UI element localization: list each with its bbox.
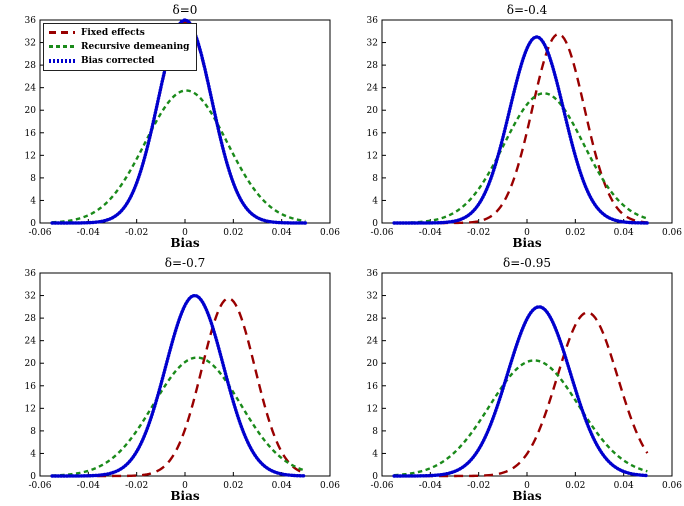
plot-delta-neg04: δ=-0.4 -0.06 -0.04 -0.02 0 0.02 0.04 0.06 0 4 8 12… [342,0,684,253]
svg-text:0: 0 [30,472,36,482]
svg-text:24: 24 [25,84,37,94]
svg-text:12: 12 [25,151,36,161]
plot-canvas-delta-neg04: -0.06 -0.04 -0.02 0 0.02 0.04 0.06 0 4 8 12 16 20 24 2… [367,16,683,238]
svg-text:0.04: 0.04 [272,228,292,238]
svg-text:-0.04: -0.04 [419,481,442,491]
svg-text:-0.04: -0.04 [419,228,442,238]
svg-text:8: 8 [30,174,36,184]
svg-text:0.02: 0.02 [223,481,243,491]
svg-text:20: 20 [25,106,37,116]
x-axis-label-delta-neg095: Bias [512,489,542,503]
svg-text:0.02: 0.02 [223,228,243,238]
svg-text:16: 16 [367,382,379,392]
svg-text:0.06: 0.06 [662,228,682,238]
svg-text:16: 16 [25,129,37,139]
svg-text:28: 28 [367,314,379,324]
svg-text:8: 8 [372,427,378,437]
svg-text:32: 32 [367,292,378,302]
svg-text:36: 36 [367,269,379,279]
svg-text:0: 0 [524,481,530,491]
svg-text:12: 12 [367,404,378,414]
svg-text:36: 36 [367,16,379,26]
svg-text:4: 4 [30,196,36,206]
svg-text:4: 4 [30,449,36,459]
svg-text:0.04: 0.04 [614,228,634,238]
plot-canvas-delta-neg07: -0.06 -0.04 -0.02 0 0.02 0.04 0.06 0 4 8 12 16 20 24 2… [25,269,341,491]
svg-text:0.02: 0.02 [565,228,585,238]
svg-text:0: 0 [182,228,188,238]
plot-title-delta-neg04: δ=-0.4 [506,3,548,17]
svg-text:-0.02: -0.02 [467,481,490,491]
svg-text:36: 36 [25,16,37,26]
svg-text:32: 32 [367,39,378,49]
svg-text:0: 0 [30,219,36,229]
legend-line-fixed-effects [49,31,75,34]
svg-text:0.04: 0.04 [614,481,634,491]
svg-text:-0.04: -0.04 [77,481,100,491]
svg-text:8: 8 [30,427,36,437]
svg-text:0.02: 0.02 [565,481,585,491]
svg-text:0: 0 [182,481,188,491]
svg-text:8: 8 [372,174,378,184]
svg-text:-0.06: -0.06 [370,228,393,238]
plot-delta-neg07: δ=-0.7 -0.06 -0.04 -0.02 0 0.02 0.04 0.06 0 4 8 12… [0,253,342,506]
svg-text:28: 28 [25,61,37,71]
x-axis-label-delta-0: Bias [170,236,200,250]
svg-text:16: 16 [25,382,37,392]
legend-label-bias-corrected: Bias corrected [81,55,155,66]
svg-text:0.04: 0.04 [272,481,292,491]
svg-text:-0.02: -0.02 [125,481,148,491]
svg-text:28: 28 [367,61,379,71]
svg-text:12: 12 [367,151,378,161]
legend-item-bias-corrected: Bias corrected [49,55,189,66]
svg-text:-0.04: -0.04 [77,228,100,238]
plot-title-delta-neg095: δ=-0.95 [502,256,552,270]
svg-text:32: 32 [25,39,36,49]
plot-title-delta-0: δ=0 [172,3,198,17]
svg-text:0.06: 0.06 [320,228,340,238]
svg-text:-0.06: -0.06 [28,228,51,238]
svg-text:32: 32 [25,292,36,302]
svg-text:20: 20 [367,359,379,369]
svg-text:4: 4 [372,196,378,206]
svg-text:20: 20 [367,106,379,116]
svg-text:36: 36 [25,269,37,279]
svg-text:4: 4 [372,449,378,459]
legend-label-recursive-demeaning: Recursive demeaning [81,41,190,52]
plot-title-delta-neg07: δ=-0.7 [164,256,206,270]
svg-text:0: 0 [372,219,378,229]
legend-label-fixed-effects: Fixed effects [81,27,145,38]
svg-text:24: 24 [367,84,379,94]
svg-text:28: 28 [25,314,37,324]
plot-delta-neg095: δ=-0.95 -0.06 -0.04 -0.02 0 0.02 0.04 0.06 0 4 8 1… [342,253,684,506]
svg-text:0.06: 0.06 [662,481,682,491]
svg-text:16: 16 [367,129,379,139]
svg-text:0: 0 [372,472,378,482]
plot-canvas-delta-0: -0.06 -0.04 -0.02 0 0.02 0.04 0.06 0 4 8 12 16 20 24 2… [25,16,341,238]
svg-text:-0.06: -0.06 [28,481,51,491]
legend-line-bias-corrected [49,58,75,63]
svg-text:-0.02: -0.02 [467,228,490,238]
svg-text:24: 24 [25,337,37,347]
svg-text:0.06: 0.06 [320,481,340,491]
x-axis-label-delta-neg04: Bias [512,236,542,250]
svg-text:20: 20 [25,359,37,369]
svg-text:-0.02: -0.02 [125,228,148,238]
x-axis-label-delta-neg07: Bias [170,489,200,503]
legend-line-recursive-demeaning [49,45,75,48]
legend: Fixed effects Recursive demeaning Bias c… [43,23,198,71]
svg-text:24: 24 [367,337,379,347]
legend-item-fixed-effects: Fixed effects [49,27,189,38]
svg-text:0: 0 [524,228,530,238]
legend-item-recursive-demeaning: Recursive demeaning [49,41,189,52]
svg-text:12: 12 [25,404,36,414]
svg-text:-0.06: -0.06 [370,481,393,491]
plot-canvas-delta-neg095: -0.06 -0.04 -0.02 0 0.02 0.04 0.06 0 4 8 12 16 20 24 2… [367,269,683,491]
plot-delta-0: δ=0 -0.06 -0.04 -0.02 0 0.02 0.04 0.06 0 4 8 12 16 2… [0,0,342,253]
